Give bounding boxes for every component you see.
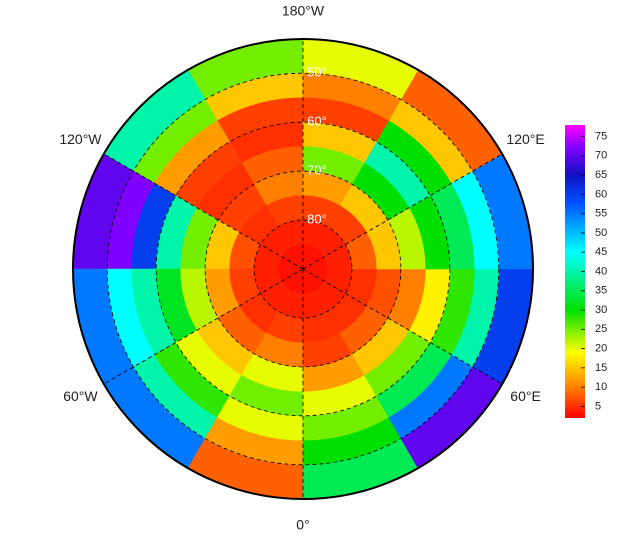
map-border	[72, 38, 534, 500]
meridian	[103, 268, 304, 385]
colorbar: 5 10 15 20 25 30 35 40 45 50 55 60 65 70 75	[565, 125, 607, 418]
longitude-label: 0°	[296, 517, 309, 533]
meridian	[103, 153, 304, 270]
colorbar-tick-label: 15	[595, 362, 607, 374]
latitude-circle	[155, 121, 451, 417]
colorbar-tick-label: 10	[595, 381, 607, 393]
latitude-circle	[106, 72, 500, 466]
colorbar-tick-label: 40	[595, 265, 607, 277]
colorbar-tick-label: 75	[595, 130, 607, 142]
longitude-label: 180°W	[282, 3, 325, 19]
longitude-label: 60°W	[63, 388, 98, 404]
colorbar-tick-label: 55	[595, 208, 607, 220]
latitude-label: 70°	[307, 163, 327, 178]
colorbar-fill	[565, 125, 585, 418]
colorbar-tick-label: 50	[595, 227, 607, 239]
longitude-label: 60°E	[510, 388, 541, 404]
meridian	[302, 153, 503, 270]
colorbar-tick-label: 60	[595, 188, 607, 200]
colorbar-tick-label: 20	[595, 343, 607, 355]
longitude-label: 120°E	[506, 131, 544, 147]
colorbar-tick-label: 70	[595, 150, 607, 162]
colorbar-tick-label: 5	[595, 400, 601, 412]
colorbar-tick-label: 45	[595, 246, 607, 258]
graticule	[72, 38, 534, 500]
colorbar-tick-label: 30	[595, 304, 607, 316]
colorbar-tick-label: 65	[595, 169, 607, 181]
labels: 50° 60° 70° 80° 180°W 120°W 120°E 60°W 60°E 0°	[59, 3, 544, 533]
latitude-label: 60°	[307, 114, 327, 129]
latitude-label: 80°	[307, 212, 327, 227]
heatmap	[72, 38, 534, 500]
latitude-circle	[204, 170, 402, 368]
latitude-circle	[253, 219, 353, 319]
colorbar-tick-label: 35	[595, 285, 607, 297]
meridian	[302, 268, 503, 385]
longitude-label: 120°W	[59, 131, 102, 147]
latitude-label: 50°	[307, 65, 327, 80]
colorbar-tick-label: 25	[595, 323, 607, 335]
